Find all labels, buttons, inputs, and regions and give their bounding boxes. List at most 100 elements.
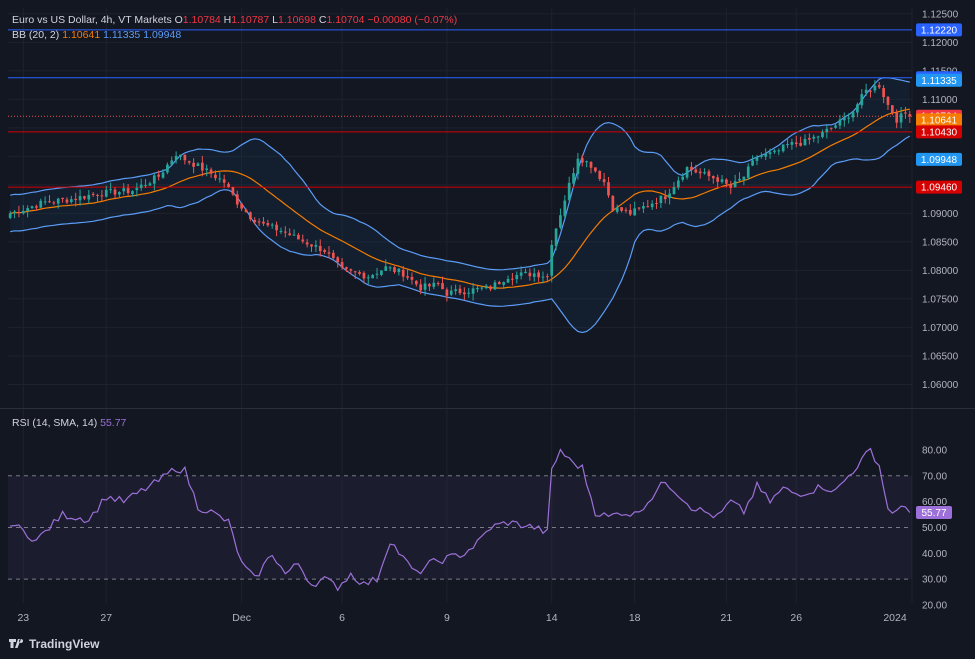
candle-body xyxy=(576,158,580,174)
candle-body xyxy=(759,155,763,157)
candle-body xyxy=(401,269,405,277)
time-tick-label: 21 xyxy=(721,612,733,624)
candle xyxy=(707,169,711,181)
candle-body xyxy=(445,289,449,296)
price-tick-label: 1.06000 xyxy=(922,380,959,391)
candle-body xyxy=(615,207,619,212)
candle xyxy=(764,148,768,161)
candle-body xyxy=(808,138,811,140)
candle xyxy=(297,232,300,240)
candle-body xyxy=(266,223,270,226)
candle-body xyxy=(550,244,554,276)
candle-body xyxy=(436,283,440,285)
candle-body xyxy=(139,184,143,188)
candle xyxy=(74,192,78,207)
price-change: −0.00080 (−0.07%) xyxy=(367,14,458,26)
candle-body xyxy=(91,193,95,195)
candle xyxy=(576,152,580,180)
candle xyxy=(200,155,204,177)
ohlc-value: 1.10698 xyxy=(277,14,319,26)
candle-body xyxy=(904,112,907,114)
candle-body xyxy=(567,182,571,201)
candle-body xyxy=(380,270,383,275)
rsi-axis-label: 55.77 xyxy=(916,506,952,520)
time-tick-label: 9 xyxy=(444,612,450,624)
candle-body xyxy=(74,198,78,201)
candle xyxy=(637,207,641,211)
candle xyxy=(768,148,772,159)
candle xyxy=(545,273,549,283)
candle xyxy=(345,266,348,272)
candle xyxy=(279,227,283,235)
candle-body xyxy=(8,213,12,218)
candle-body xyxy=(746,166,750,178)
tradingview-brand[interactable]: TradingView xyxy=(9,637,99,651)
candle-body xyxy=(668,193,671,199)
candle-body xyxy=(847,117,851,119)
candle xyxy=(524,268,527,274)
candle xyxy=(218,171,222,183)
candle-body xyxy=(144,184,147,186)
candle xyxy=(441,276,444,290)
candle xyxy=(847,113,851,124)
candle xyxy=(144,178,147,188)
candle-body xyxy=(895,112,899,123)
time-tick-label: Dec xyxy=(232,612,251,624)
candle-body xyxy=(572,173,575,184)
candle-body xyxy=(109,189,112,191)
price-axis-label: 1.09460 xyxy=(916,180,962,194)
ohlc-key: L xyxy=(272,14,278,26)
candle-body xyxy=(327,252,331,254)
candle-body xyxy=(148,183,152,186)
candle xyxy=(690,161,693,176)
bb-upper-line xyxy=(10,76,910,271)
candle xyxy=(87,189,91,204)
candle xyxy=(567,176,571,201)
rsi-label: RSI (14, SMA, 14) xyxy=(12,417,98,429)
rsi-label-bg xyxy=(916,506,952,520)
price-tick-label: 1.07000 xyxy=(922,323,959,334)
candle-body xyxy=(589,162,593,168)
candle-body xyxy=(816,136,820,138)
candle-body xyxy=(161,172,165,178)
candle-body xyxy=(423,283,427,290)
horizontal-lines[interactable] xyxy=(8,29,912,188)
candle xyxy=(703,168,706,175)
candle-body xyxy=(432,282,436,287)
candle-body xyxy=(650,203,654,208)
candle xyxy=(471,282,475,301)
candle xyxy=(35,204,38,211)
bollinger-bands xyxy=(10,76,911,334)
bb-lower-line xyxy=(10,135,911,334)
candle-body xyxy=(698,171,702,174)
candle xyxy=(759,152,763,159)
candle xyxy=(39,198,43,208)
candle xyxy=(908,110,912,124)
candle xyxy=(899,106,903,129)
candle xyxy=(174,151,178,164)
rsi-tick-label: 20.00 xyxy=(922,601,947,612)
candle xyxy=(856,102,859,118)
candle xyxy=(109,182,112,194)
candle xyxy=(781,144,785,153)
candle-body xyxy=(227,183,230,187)
candle-body xyxy=(371,274,375,279)
candle xyxy=(52,200,56,206)
candle xyxy=(725,178,728,188)
candle xyxy=(270,222,274,229)
candle xyxy=(183,154,187,165)
candle-body xyxy=(707,171,711,177)
candle xyxy=(8,210,12,220)
candle xyxy=(104,185,108,198)
rsi-tick-label: 80.00 xyxy=(922,445,947,456)
candle xyxy=(803,134,807,146)
candle-body xyxy=(860,94,864,106)
candle xyxy=(240,202,243,212)
candle-body xyxy=(655,202,658,204)
candle-body xyxy=(292,234,296,236)
candle-body xyxy=(506,278,510,283)
candle xyxy=(541,271,545,284)
candle-body xyxy=(118,192,121,195)
price-axis-label: 1.09948 xyxy=(916,152,962,166)
